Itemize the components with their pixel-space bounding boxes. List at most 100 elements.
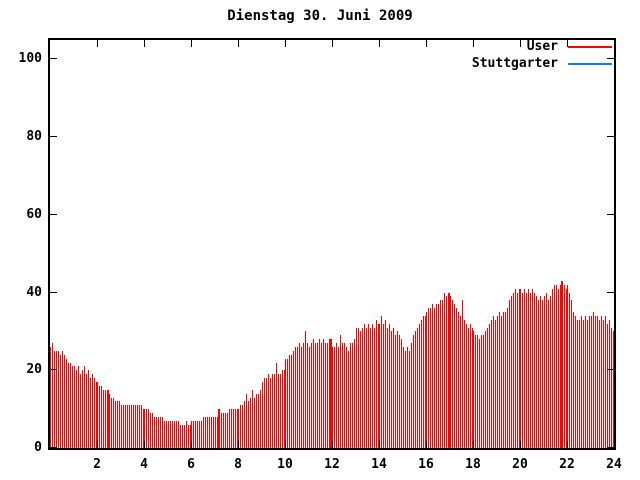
bar bbox=[530, 292, 532, 448]
bar bbox=[432, 304, 434, 448]
bar bbox=[506, 308, 508, 448]
x-tick bbox=[378, 441, 380, 448]
bar bbox=[216, 416, 218, 448]
bar bbox=[350, 343, 352, 448]
bar bbox=[481, 335, 483, 448]
bar bbox=[205, 416, 207, 448]
bar bbox=[60, 354, 62, 448]
y-tick bbox=[607, 136, 614, 138]
x-tick bbox=[331, 40, 333, 47]
bar bbox=[318, 339, 320, 448]
bar bbox=[542, 300, 544, 448]
bar bbox=[379, 323, 381, 448]
bar bbox=[301, 346, 303, 448]
bar bbox=[185, 420, 187, 448]
x-axis-tick-label: 24 bbox=[606, 457, 622, 472]
bar bbox=[162, 416, 164, 448]
bar bbox=[240, 405, 242, 448]
bar bbox=[289, 354, 291, 448]
bar bbox=[491, 319, 493, 448]
bar bbox=[126, 405, 128, 448]
bar bbox=[420, 319, 422, 448]
bar bbox=[540, 296, 542, 448]
bar bbox=[412, 335, 414, 448]
bar bbox=[451, 300, 453, 448]
bar bbox=[393, 327, 395, 448]
legend-user-label: User bbox=[526, 39, 558, 54]
bar bbox=[310, 343, 312, 448]
bar bbox=[322, 339, 324, 448]
bar bbox=[334, 346, 336, 448]
bar bbox=[254, 397, 256, 448]
bar bbox=[493, 315, 495, 448]
bar bbox=[418, 323, 420, 448]
chart-title: Dienstag 30. Juni 2009 bbox=[227, 8, 413, 24]
bar bbox=[167, 420, 169, 448]
bar bbox=[467, 327, 469, 448]
x-tick bbox=[613, 40, 614, 47]
bar bbox=[252, 389, 254, 448]
bar bbox=[330, 339, 333, 448]
bar bbox=[201, 420, 203, 448]
bar bbox=[148, 409, 150, 448]
bar bbox=[371, 323, 373, 448]
bar bbox=[381, 315, 383, 448]
bar bbox=[357, 327, 359, 448]
bar bbox=[281, 370, 283, 448]
bar bbox=[236, 409, 238, 448]
x-axis-tick-label: 18 bbox=[465, 457, 481, 472]
bar bbox=[338, 346, 340, 448]
y-axis-tick-label: 20 bbox=[26, 362, 42, 378]
bar bbox=[512, 292, 514, 448]
bar bbox=[610, 327, 612, 448]
legend-stuttgarter-line-swatch bbox=[568, 63, 612, 65]
bar bbox=[324, 343, 326, 448]
bar bbox=[70, 362, 72, 448]
bar bbox=[387, 327, 389, 448]
bar bbox=[52, 343, 54, 448]
bar bbox=[269, 378, 271, 448]
bar bbox=[173, 420, 175, 448]
bar bbox=[85, 374, 87, 448]
plot-area bbox=[50, 40, 614, 448]
bar bbox=[287, 358, 289, 448]
bar bbox=[211, 416, 213, 448]
bar bbox=[463, 319, 465, 448]
bar bbox=[277, 374, 279, 448]
bar bbox=[596, 315, 598, 448]
bar bbox=[551, 288, 553, 448]
bar bbox=[446, 296, 448, 448]
bar bbox=[585, 315, 587, 448]
bar bbox=[93, 378, 95, 448]
bar bbox=[555, 284, 557, 448]
bar bbox=[158, 416, 160, 448]
bar bbox=[510, 296, 512, 448]
bar bbox=[283, 370, 285, 448]
y-axis-tick-label: 100 bbox=[18, 51, 42, 67]
bar bbox=[604, 315, 606, 448]
bar bbox=[600, 315, 602, 448]
bar bbox=[293, 350, 295, 448]
bar bbox=[97, 381, 99, 448]
bar bbox=[606, 323, 608, 448]
x-tick bbox=[378, 40, 380, 47]
bar bbox=[256, 393, 258, 448]
bar bbox=[361, 327, 363, 448]
legend-entry-stuttgarter: Stuttgarter bbox=[472, 57, 612, 71]
bar bbox=[399, 335, 401, 448]
bar bbox=[75, 370, 77, 448]
bar bbox=[230, 409, 232, 448]
x-tick bbox=[425, 40, 427, 47]
x-tick bbox=[331, 441, 333, 448]
bar bbox=[250, 397, 252, 448]
bar bbox=[434, 308, 436, 448]
bar bbox=[265, 378, 267, 448]
bar bbox=[56, 350, 58, 448]
bar bbox=[83, 366, 85, 448]
bar bbox=[461, 300, 463, 448]
bar bbox=[326, 343, 328, 448]
x-tick bbox=[519, 441, 521, 448]
bar bbox=[132, 405, 134, 448]
bar bbox=[134, 405, 136, 448]
bar bbox=[444, 292, 446, 448]
